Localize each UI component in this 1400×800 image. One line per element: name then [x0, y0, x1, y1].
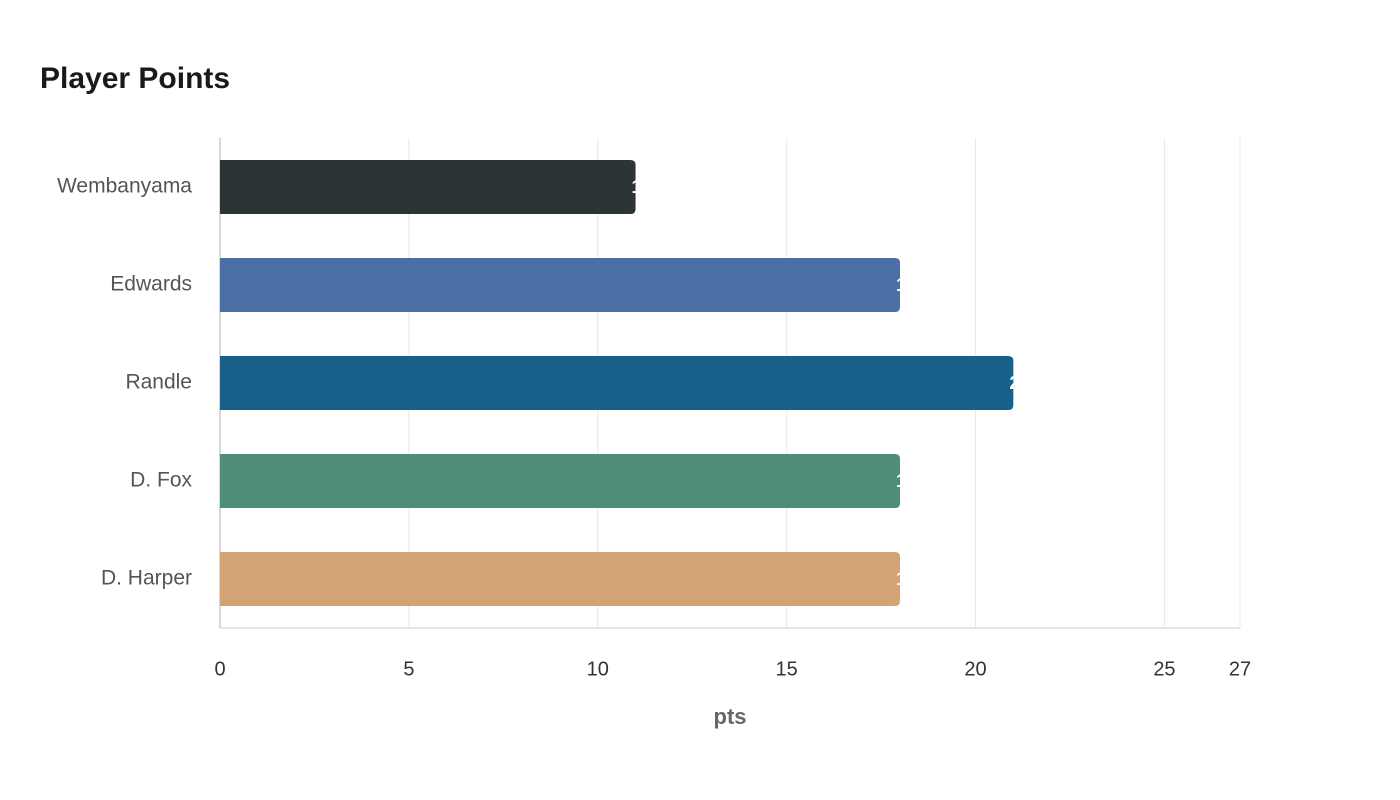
x-tick-label: 20	[964, 658, 986, 680]
value-label: 18	[896, 275, 916, 295]
x-tick-label: 10	[587, 658, 609, 680]
value-label: 18	[896, 569, 916, 589]
value-label: 18	[896, 471, 916, 491]
bar	[220, 454, 900, 508]
chart-title: Player Points	[40, 62, 230, 95]
x-tick-label: 15	[776, 658, 798, 680]
x-tick-label: 25	[1153, 658, 1175, 680]
bar	[220, 258, 900, 312]
y-tick-label: D. Harper	[101, 567, 192, 590]
value-label: 11	[632, 177, 651, 197]
bar	[220, 160, 636, 214]
y-tick-label: Wembanyama	[57, 175, 192, 198]
bar	[220, 552, 900, 606]
x-axis-label: pts	[714, 704, 747, 729]
x-tick-label: 27	[1229, 658, 1251, 680]
y-tick-label: Randle	[125, 371, 192, 394]
y-tick-label: D. Fox	[130, 469, 192, 492]
x-tick-label: 0	[214, 658, 225, 680]
y-tick-label: Edwards	[110, 273, 192, 296]
value-label: 21	[1009, 373, 1029, 393]
x-tick-label: 5	[403, 658, 414, 680]
bar	[220, 356, 1014, 410]
